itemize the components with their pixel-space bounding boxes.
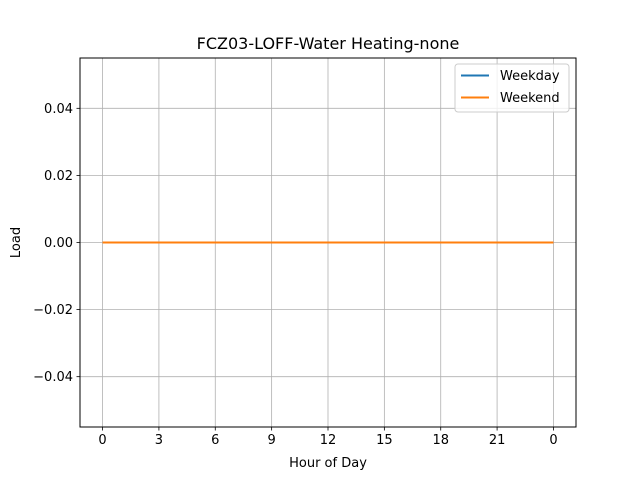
x-tick-label: 6: [211, 433, 219, 448]
x-tick-label: 15: [376, 433, 393, 448]
x-tick-label: 21: [489, 433, 506, 448]
x-axis: 0 3 6 9 12 15 18 21 0: [98, 427, 558, 448]
chart-title: FCZ03-LOFF-Water Heating-none: [197, 34, 460, 53]
legend-weekend-label: Weekend: [500, 91, 560, 106]
y-axis: −0.04 −0.02 0.00 0.02 0.04: [33, 102, 80, 385]
y-axis-label: Load: [9, 227, 24, 258]
y-tick-label: −0.04: [33, 370, 73, 385]
x-tick-label: 9: [267, 433, 275, 448]
x-tick-label: 18: [432, 433, 449, 448]
x-tick-label: 3: [155, 433, 163, 448]
y-tick-label: 0.02: [44, 169, 73, 184]
y-tick-label: 0.04: [44, 102, 73, 117]
legend: Weekday Weekend: [454, 63, 570, 113]
y-tick-label: −0.02: [33, 303, 73, 318]
x-tick-label: 12: [320, 433, 337, 448]
x-tick-label: 0: [98, 433, 106, 448]
legend-weekday-label: Weekday: [500, 69, 560, 84]
x-axis-label: Hour of Day: [289, 456, 367, 471]
x-tick-label: 0: [549, 433, 557, 448]
y-tick-label: 0.00: [44, 236, 73, 251]
